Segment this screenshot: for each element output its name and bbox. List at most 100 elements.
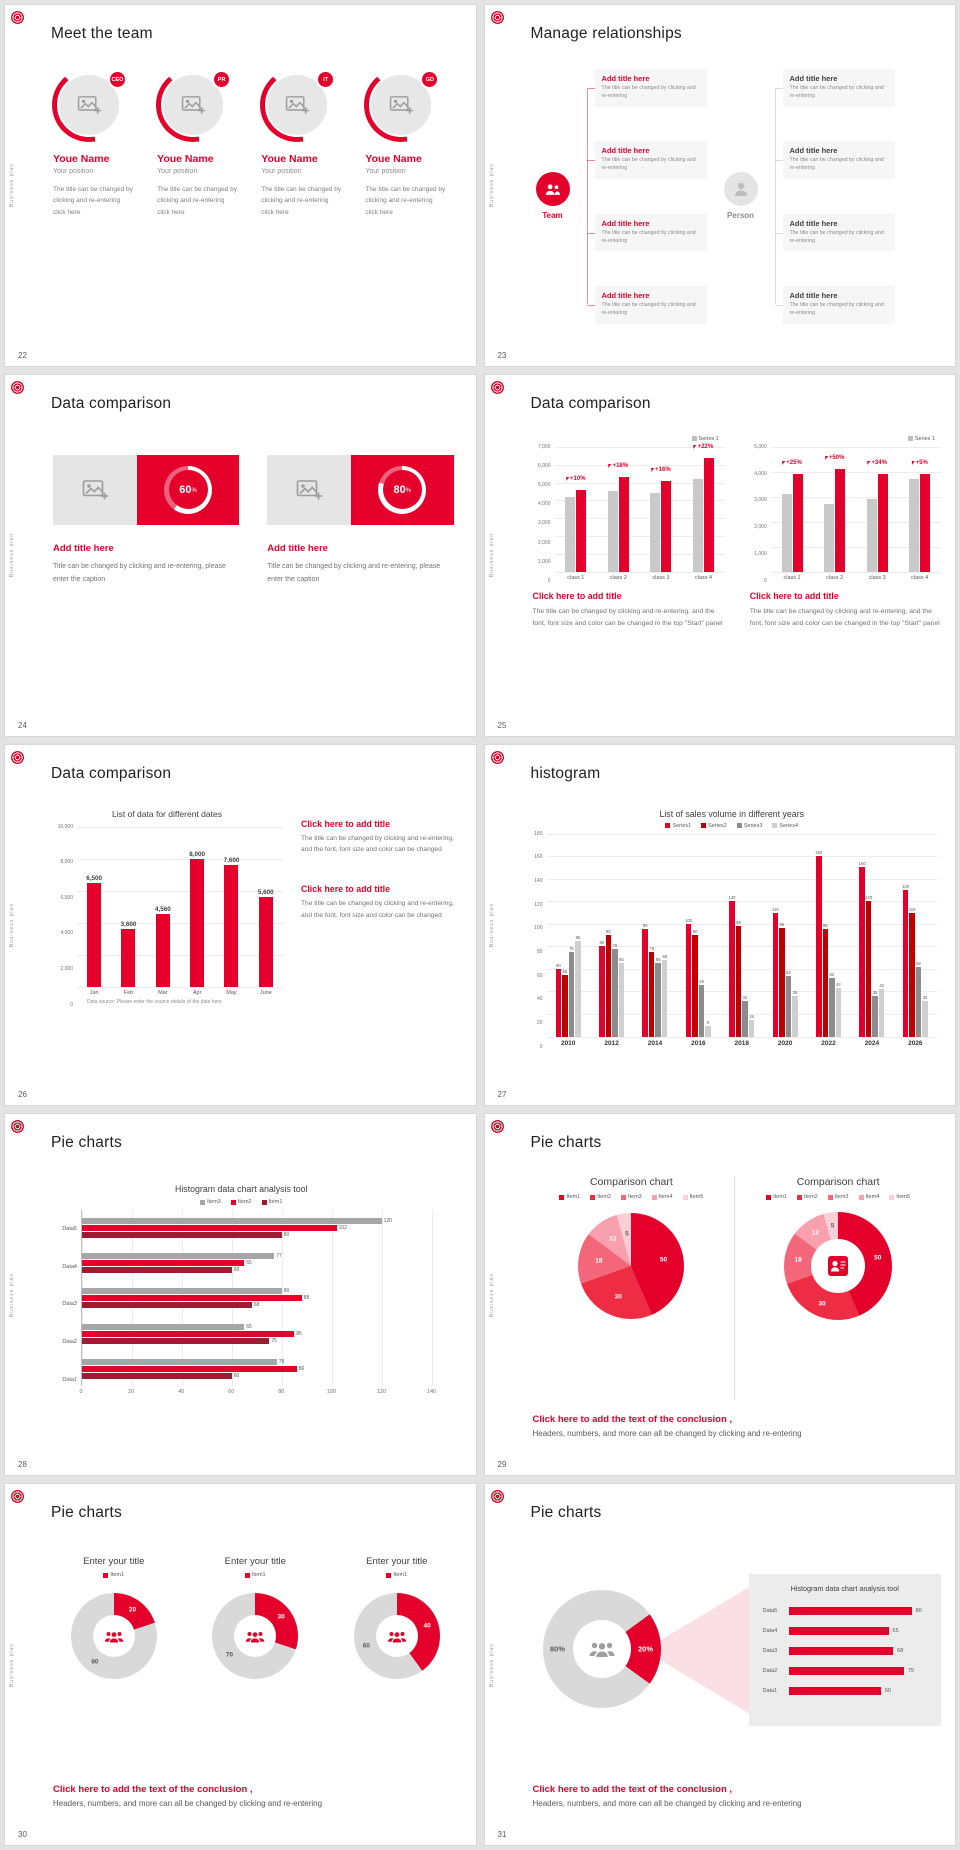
legend-label: Series 1 <box>914 435 935 442</box>
bar-row: 65 <box>82 1323 432 1330</box>
bar-group: 95 75 65 68 <box>633 834 676 1037</box>
bar-column: 98 <box>735 834 742 1037</box>
slide-24-data-comparison-cards[interactable]: Business plan Data comparison 60% <box>4 373 477 737</box>
brand-logo-icon <box>490 1120 504 1134</box>
conclusion: Click here to add the text of the conclu… <box>533 1414 942 1438</box>
brand-logo-icon <box>11 1490 24 1504</box>
legend-label: Item1 <box>393 1572 408 1579</box>
slide-31-pie-breakdown[interactable]: Business plan Pie charts 20% 80% Histogra… <box>483 1483 956 1846</box>
gridline <box>546 1014 937 1016</box>
y-tick-label: 5,000 <box>754 443 767 450</box>
bar-row: 120 <box>82 1217 432 1224</box>
bar-row: 60 <box>82 1372 432 1379</box>
bar <box>224 865 239 987</box>
bar-value-label: 85 <box>296 1330 302 1337</box>
slide-27-histogram[interactable]: Business plan histogram List of sales vo… <box>483 743 956 1107</box>
slide-23-manage-relationships[interactable]: Business plan Manage relationships Team … <box>483 4 956 367</box>
bar-group: 100 90 46 9 <box>677 834 720 1037</box>
bar <box>155 913 170 987</box>
delta-label: +16% <box>651 467 671 473</box>
bar-value-label: 60 <box>556 962 561 968</box>
person-circle <box>723 172 758 207</box>
slide-29-pie-comparison[interactable]: Business plan Pie charts Comparison char… <box>483 1113 956 1477</box>
legend-label: Item4 <box>865 1194 880 1201</box>
bar-group: 78 86 60 <box>82 1351 432 1386</box>
bar <box>576 489 587 572</box>
category-label: Data5 <box>62 1226 77 1233</box>
bar <box>82 1372 232 1379</box>
member-position: Your position <box>157 168 198 175</box>
page-title: Pie charts <box>51 1134 122 1152</box>
delta-label: +10% <box>566 476 586 482</box>
donut-panel: Enter your title Item1 40 60 <box>332 1556 462 1680</box>
bar <box>82 1302 252 1309</box>
comparison-cards: 60% Add title here Title can be changed … <box>53 454 454 587</box>
bar-value-label: 9 <box>706 1020 710 1026</box>
slide-30-pie-triple[interactable]: Business plan Pie charts Enter your titl… <box>4 1483 477 1846</box>
item-title: Add title here <box>789 290 838 300</box>
breakdown-diagram: 20% 80% Histogram data chart analysis too… <box>531 1550 941 1760</box>
item-title: Add title here <box>601 74 650 83</box>
brand-logo-icon <box>11 750 24 764</box>
bar-group: 77 65 60 <box>82 1246 432 1281</box>
bar-row: 78 <box>82 1358 432 1365</box>
legend-label: Item1 <box>773 1194 787 1201</box>
bar <box>555 968 562 1037</box>
y-tick-label: 4,000 <box>60 930 73 937</box>
gridline <box>546 833 937 835</box>
bar-value-label: 160 <box>815 850 823 856</box>
caption-block: Click here to add title The title can be… <box>301 884 462 922</box>
member-caption: The title can be changed by clicking and… <box>53 186 133 216</box>
legend-label: Series4 <box>779 822 799 829</box>
x-tick-label: 2010 <box>560 1039 576 1047</box>
legend-item: Series1 <box>665 823 691 829</box>
bar-value-label: 65 <box>655 957 661 963</box>
plot-area: 180 160 140 120 100 80 60 40 20 0 60 55 75 85 80 90 78 65… <box>527 831 937 1050</box>
gridline <box>770 571 941 573</box>
slide-26-data-comparison-single[interactable]: Business plan Data comparison List of da… <box>4 743 477 1107</box>
bar <box>698 984 705 1037</box>
bar <box>779 928 785 1037</box>
bar <box>835 988 842 1037</box>
slide-22-meet-the-team[interactable]: Business plan Meet the team CEO Youe Nam… <box>4 4 477 367</box>
gridline <box>770 446 941 448</box>
bar-column: 62 <box>915 834 922 1037</box>
bar-group: +22% <box>682 444 725 572</box>
x-tick-label: class 2 <box>826 574 844 581</box>
slide-25-data-comparison-charts[interactable]: Business plan Data comparison Series 1 7,… <box>483 373 956 737</box>
bar-row: 75 <box>82 1337 432 1344</box>
panel-bar-track: 75 <box>788 1667 928 1676</box>
bar-group: 80 88 68 <box>82 1281 432 1316</box>
slice-label: 50 <box>659 1256 668 1264</box>
panel-bar-label: Data5 <box>762 1608 778 1615</box>
legend-marker-icon <box>590 1194 596 1200</box>
side-label: Business plan <box>488 1272 495 1317</box>
bar-column <box>650 447 661 572</box>
panel-bar-row: Data4 65 <box>763 1621 928 1641</box>
bar <box>568 952 575 1037</box>
x-tick-label: class 3 <box>652 574 670 581</box>
slide-28-horizontal-bars[interactable]: Business plan Pie charts Histogram data … <box>4 1113 477 1477</box>
flag-icon <box>867 461 871 466</box>
y-axis: 5,000 4,000 3,000 2,000 1,000 0 <box>745 443 771 584</box>
progress-value: 60% <box>168 470 208 510</box>
y-tick-label: 5,000 <box>537 482 551 489</box>
bar-value-label: 8,000 <box>189 850 206 858</box>
progress-value: 80% <box>382 470 422 510</box>
relationship-item: Add title here The title can be changed … <box>774 285 895 324</box>
x-tick-label: 2014 <box>647 1039 663 1047</box>
bar-column <box>877 447 888 572</box>
brand-logo-icon <box>11 1120 24 1134</box>
slice-label: 40 <box>423 1622 431 1630</box>
y-tick-label: 60 <box>536 972 543 979</box>
plot-area: 7,000 6,000 5,000 4,000 3,000 2,000 1,000 0 +10%… <box>529 444 725 584</box>
panel-bar-label: Data2 <box>762 1668 778 1675</box>
bar-group: 150 120 36 42 <box>850 834 893 1037</box>
slice-label: 12 <box>811 1229 819 1237</box>
y-tick-label: 0 <box>539 1043 543 1050</box>
bar <box>82 1260 245 1267</box>
plot-column: 120 102 80 77 65 60 80 88 68 65 85 75 78 86 60 0 20 40 60 8… <box>79 1210 436 1398</box>
legend-item: Item2 <box>796 1194 818 1200</box>
team-member: GD Youe Name Your position The title can… <box>364 68 457 218</box>
side-label: Business plan <box>9 1642 15 1687</box>
